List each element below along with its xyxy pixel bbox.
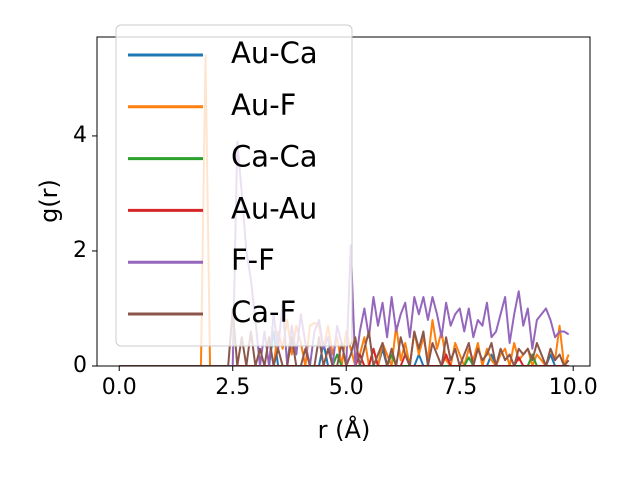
legend-label: Ca-F: [231, 295, 296, 329]
x-tick-label: 10.0: [549, 375, 598, 400]
x-tick-label: 0.0: [102, 375, 137, 400]
x-axis-label: r (Å): [318, 415, 371, 444]
legend-label: Au-Au: [231, 191, 317, 225]
legend-label: Ca-Ca: [231, 140, 318, 174]
y-axis-label: g(r): [35, 179, 63, 223]
x-tick-label: 5.0: [329, 375, 364, 400]
y-tick-label: 0: [73, 353, 87, 378]
y-tick-label: 2: [73, 238, 87, 263]
series-line: [119, 330, 569, 366]
y-tick-label: 4: [73, 123, 87, 148]
legend-box: [115, 24, 353, 347]
legend-label: Au-Ca: [231, 36, 318, 70]
series-line: [119, 307, 570, 366]
series-line: [119, 54, 570, 366]
legend-label: F-F: [231, 243, 275, 277]
x-tick-label: 2.5: [215, 375, 250, 400]
legend-label: Au-F: [231, 88, 296, 122]
x-tick-label: 7.5: [442, 375, 477, 400]
